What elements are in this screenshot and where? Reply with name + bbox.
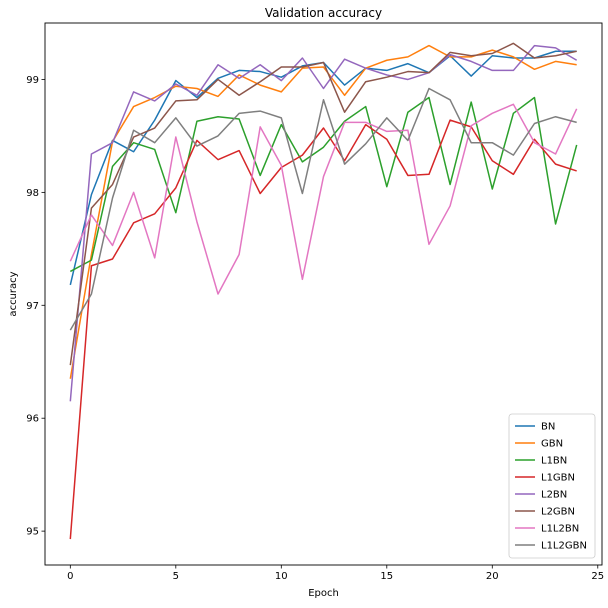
lines-layer [69,42,578,540]
x-tick-label: 5 [173,571,179,582]
legend-label-gbn: GBN [541,439,563,450]
chart-title: Validation accuracy [265,6,382,20]
legend-label-l2bn: L2BN [541,490,567,501]
legend-box [508,413,596,559]
x-ticks: 0 5 10 15 20 25 [67,565,604,582]
y-tick-label: 95 [26,527,39,538]
y-axis-label: accuracy [8,271,19,316]
x-tick-label: 10 [275,571,288,582]
y-ticks: 95 96 97 98 99 [26,75,45,538]
legend-label-l1bn: L1BN [541,456,567,467]
legend-label-l1l2bn: L1L2BN [541,524,579,535]
y-tick-label: 97 [26,301,39,312]
x-axis-label: Epoch [308,588,339,599]
y-tick-label: 98 [26,188,39,199]
series-line-l1l2bn [69,103,578,295]
x-tick-label: 15 [380,571,393,582]
x-tick-label: 25 [591,571,604,582]
series-line-l2bn [69,44,578,402]
legend-label-l1l2gbn: L1L2GBN [541,541,587,552]
x-tick-label: 0 [67,571,73,582]
y-tick-label: 96 [26,414,39,425]
plot-frame [44,22,603,566]
legend-label-bn: BN [541,422,555,433]
legend-label-l1gbn: L1GBN [541,473,575,484]
series-line-gbn [69,44,577,379]
x-tick-label: 20 [486,571,499,582]
series-line-l1gbn [69,119,577,540]
legend-label-l2gbn: L2GBN [541,507,575,518]
legend: BN GBN L1BN L1GBN L2BN L2GBN L1L2BN L1L2GBN [508,413,596,559]
y-tick-label: 99 [26,75,39,86]
series-line-l1bn [69,96,578,273]
series-line-l1l2gbn [69,87,577,331]
series-line-l2gbn [69,42,577,366]
